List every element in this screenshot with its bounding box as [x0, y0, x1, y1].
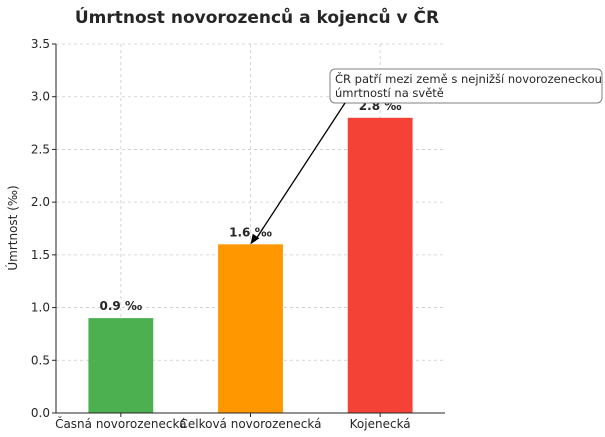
- axes: [52, 43, 445, 417]
- bar: [347, 117, 413, 414]
- annotation-text: ČR patří mezi země s nejnižší novorozene…: [335, 71, 602, 86]
- annotation: ČR patří mezi země s nejnižší novorozene…: [250, 68, 603, 245]
- tick-labels: 0.0 0.5 1.0 1.5 2.0 2.5 3.0 3.5 Časná novorozene…: [31, 37, 411, 431]
- y-tick-label: 1.0: [31, 301, 50, 315]
- bar: [88, 318, 154, 413]
- bars: [88, 117, 413, 414]
- annotation-box: [329, 68, 603, 104]
- data-label: 0.9 ‰: [99, 299, 142, 313]
- annotation-text: úmrtností na světě: [335, 86, 444, 100]
- x-tick-label: Časná novorozenecká: [55, 416, 187, 431]
- y-tick-label: 0.0: [31, 406, 50, 420]
- y-tick-label: 2.5: [31, 142, 50, 156]
- y-tick-label: 0.5: [31, 353, 50, 367]
- annotation-arrow-head: [250, 233, 260, 245]
- y-tick-label: 3.5: [31, 37, 50, 51]
- x-tick-label: Kojenecká: [350, 417, 411, 431]
- y-tick-label: 2.0: [31, 195, 50, 209]
- annotation-arrow-line: [253, 102, 346, 242]
- y-tick-label: 1.5: [31, 248, 50, 262]
- y-tick-label: 3.0: [31, 90, 50, 104]
- chart-title: Úmrtnost novorozenců a kojenců v ČR: [75, 6, 439, 28]
- y-axis-label: Úmrtnost (‰): [5, 185, 20, 270]
- x-tick-label: Celková novorozenecká: [180, 417, 322, 431]
- data-label: 1.6 ‰: [229, 225, 272, 239]
- bar: [218, 244, 283, 413]
